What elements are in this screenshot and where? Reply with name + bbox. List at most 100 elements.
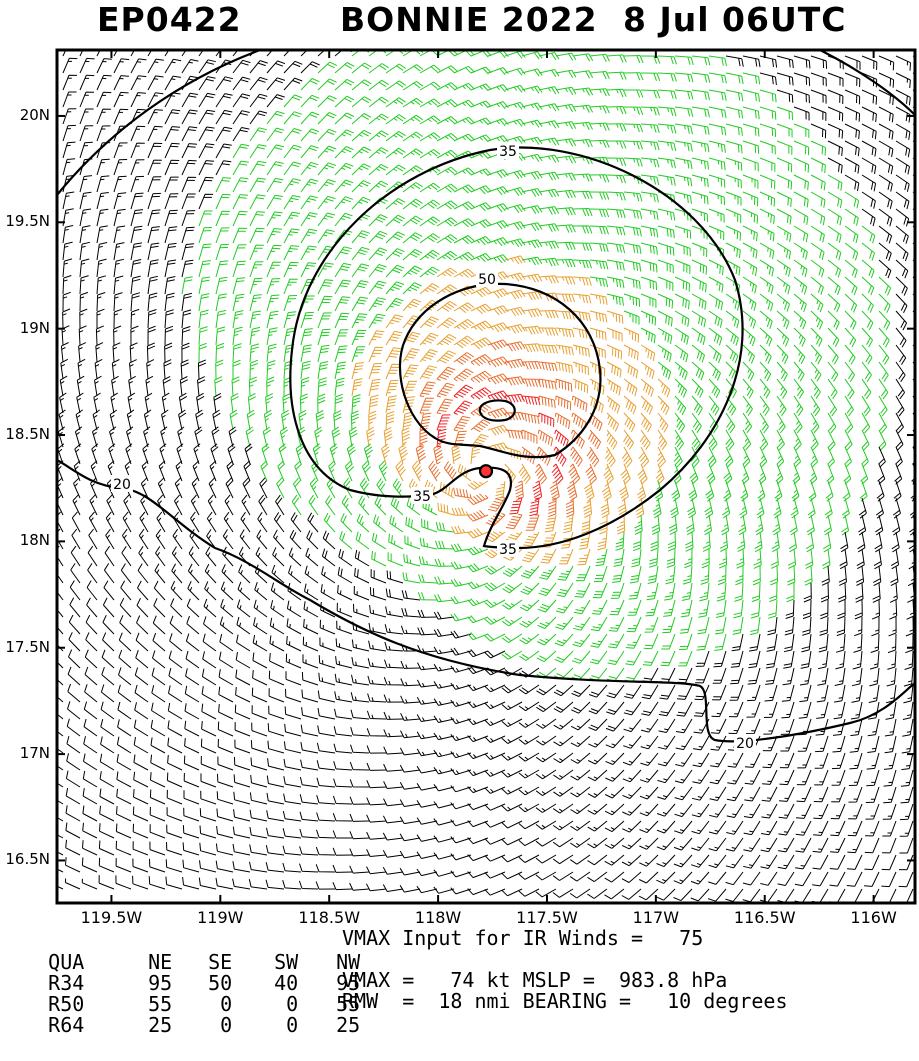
wind-barb <box>606 702 624 714</box>
wind-barb <box>573 191 592 199</box>
wind-barb <box>586 464 597 484</box>
wind-barb <box>233 60 250 73</box>
wind-barb <box>199 194 213 209</box>
wind-barb <box>235 722 250 736</box>
wind-barb <box>811 294 823 312</box>
wind-barb <box>726 158 742 171</box>
wind-barb <box>167 773 182 788</box>
wind-barb <box>772 532 780 552</box>
wind-barb <box>216 861 233 872</box>
wind-barb <box>250 278 263 294</box>
wind-barb <box>811 158 825 173</box>
wind-barb <box>113 343 120 362</box>
wind-barb <box>80 292 88 311</box>
wind-barb <box>372 551 386 566</box>
wind-barb <box>148 143 162 158</box>
wind-barb <box>869 685 879 703</box>
wind-barb <box>622 872 641 883</box>
wind-barb <box>692 787 709 800</box>
wind-barb <box>656 872 675 883</box>
wind-barb <box>770 566 778 585</box>
wind-barb <box>250 344 259 362</box>
wind-barb <box>80 142 93 158</box>
wind-barb <box>434 699 454 706</box>
wind-barb <box>726 141 742 153</box>
wind-barb <box>267 229 282 243</box>
wind-barb <box>63 159 75 175</box>
wind-barb <box>607 55 626 63</box>
wind-barb <box>352 379 362 396</box>
wind-barb <box>882 855 896 870</box>
wind-barb <box>709 141 725 153</box>
wind-barb <box>219 704 233 719</box>
wind-barb <box>896 311 907 330</box>
wind-barb <box>114 276 123 294</box>
wind-barb <box>835 668 845 686</box>
wind-barb <box>574 600 590 614</box>
wind-barb <box>726 56 743 67</box>
wind-barb <box>352 395 361 413</box>
wind-barb <box>589 685 607 697</box>
wind-barb <box>862 430 869 450</box>
wind-barb <box>571 787 591 797</box>
wind-barb <box>471 388 491 399</box>
wind-barb <box>801 634 811 652</box>
wind-barb <box>903 702 913 720</box>
wind-barb <box>823 549 831 569</box>
wind-barb <box>107 495 114 515</box>
wind-barb <box>374 514 387 532</box>
wind-barb <box>434 629 454 636</box>
wind-barb <box>845 243 858 260</box>
wind-barb <box>768 600 777 618</box>
wind-barb <box>256 547 267 566</box>
wind-barb <box>316 882 335 890</box>
wind-barb <box>68 684 80 702</box>
wind-barb <box>709 838 726 851</box>
wind-barb <box>151 755 165 770</box>
wind-barb <box>488 238 508 246</box>
wind-barb <box>66 805 80 821</box>
wind-barb <box>605 821 624 832</box>
wind-barb <box>539 53 559 60</box>
wind-barb <box>165 110 180 124</box>
wind-barb <box>704 515 711 535</box>
wind-barb <box>832 770 845 785</box>
wind-barb <box>66 788 80 804</box>
wind-barb <box>746 719 760 734</box>
wind-barb <box>794 294 806 312</box>
wind-barb <box>777 277 790 294</box>
wind-barb <box>233 261 246 277</box>
wind-barb <box>454 488 471 498</box>
wind-barb <box>729 719 744 734</box>
wind-barb <box>596 549 607 566</box>
wind-barb <box>403 572 420 583</box>
wind-barb <box>167 790 182 804</box>
wind-barb <box>853 651 862 669</box>
wind-barb <box>753 566 761 585</box>
wind-barb <box>588 753 607 764</box>
wind-barb <box>862 192 875 209</box>
wind-barb <box>322 549 335 566</box>
wind-barb <box>114 92 129 107</box>
wind-barb <box>726 345 738 363</box>
wind-barb <box>335 96 354 107</box>
wind-barb <box>335 313 349 328</box>
wind-barb <box>747 685 760 701</box>
wind-barb <box>286 689 302 702</box>
wind-barb <box>217 826 233 838</box>
wind-barb <box>202 704 216 719</box>
wind-barb <box>843 481 850 501</box>
wind-barb <box>420 200 440 209</box>
wind-barb <box>168 720 182 736</box>
wind-barb <box>760 260 774 276</box>
wind-barb <box>641 396 653 414</box>
wind-barb <box>838 600 846 619</box>
wind-barb <box>420 133 440 141</box>
wind-barb <box>114 143 128 158</box>
wind-barb <box>675 141 692 152</box>
wind-barb <box>879 73 894 88</box>
wind-barb <box>812 872 828 886</box>
wind-barb <box>799 702 811 718</box>
wind-barb <box>709 260 723 275</box>
wind-barb <box>519 770 539 778</box>
